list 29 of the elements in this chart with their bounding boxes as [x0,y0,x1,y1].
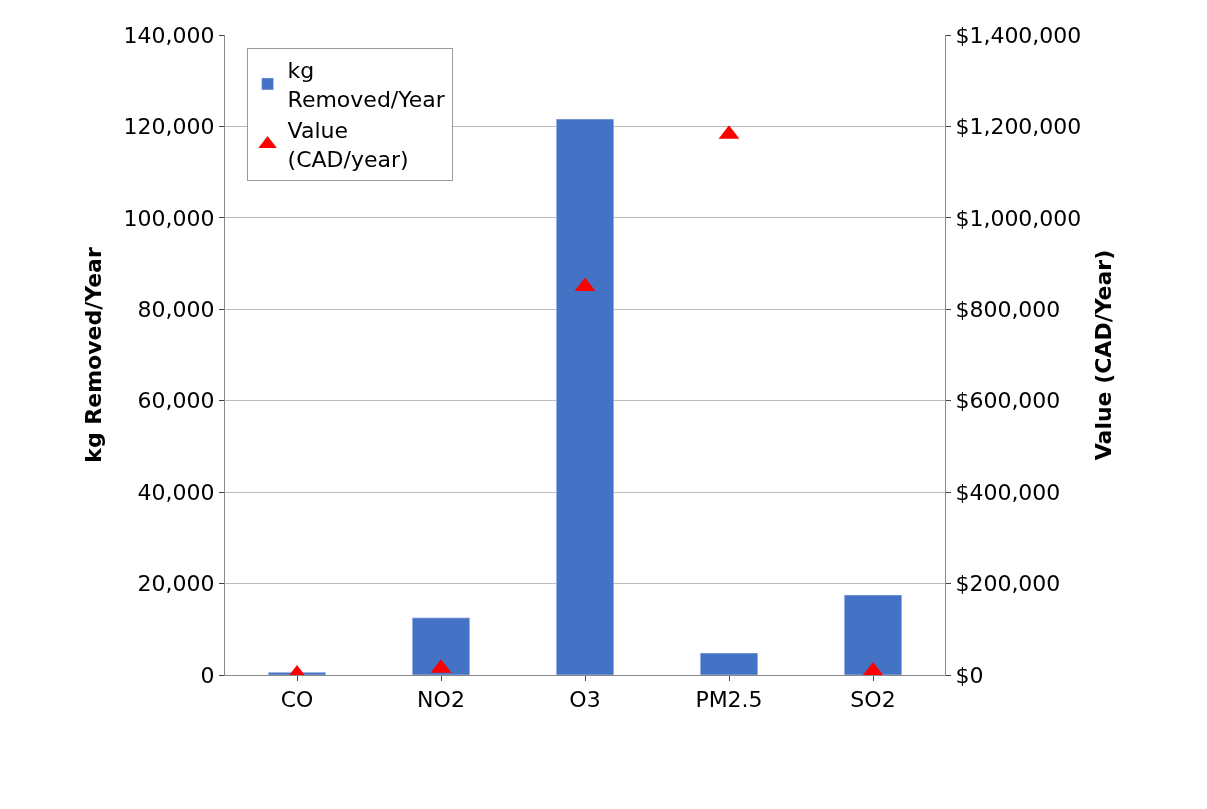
x-tick-label: CO [280,687,314,713]
y-tick-label: 120,000 [123,114,215,140]
y-tick-label: 20,000 [137,571,215,597]
y-tick-label: 140,000 [123,22,215,48]
legend-label: kg Removed/Year [287,58,446,112]
y-tick-label: 40,000 [137,479,215,505]
y2-tick-label: $800,000 [955,296,1061,322]
x-tick-label: PM2.5 [695,687,763,713]
legend-label: Value (CAD/year) [287,118,409,172]
x-tick-label: NO2 [417,687,465,713]
bar [411,617,471,675]
y-tick-label: 60,000 [137,388,215,414]
y2-tick-label: $1,200,000 [955,114,1082,140]
y-tick-label: 80,000 [137,296,215,322]
y2-tick-label: $600,000 [955,388,1061,414]
y2-tick-label: $400,000 [955,479,1061,505]
x-tick-label: O3 [569,687,601,713]
bar [699,652,759,675]
y2-tick-label: $1,000,000 [955,205,1082,231]
bar [555,118,615,675]
y-tick-label: 100,000 [123,205,215,231]
y2-tick-label: $1,400,000 [955,22,1082,48]
y-axis-title: kg Removed/Year [81,247,107,463]
bar [843,594,903,675]
y2-tick-label: $200,000 [955,571,1061,597]
y-tick-label: 0 [200,662,215,688]
y2-axis-title: Value (CAD/Year) [1091,249,1117,461]
x-tick-label: SO2 [850,687,896,713]
y2-tick-label: $0 [955,662,984,688]
